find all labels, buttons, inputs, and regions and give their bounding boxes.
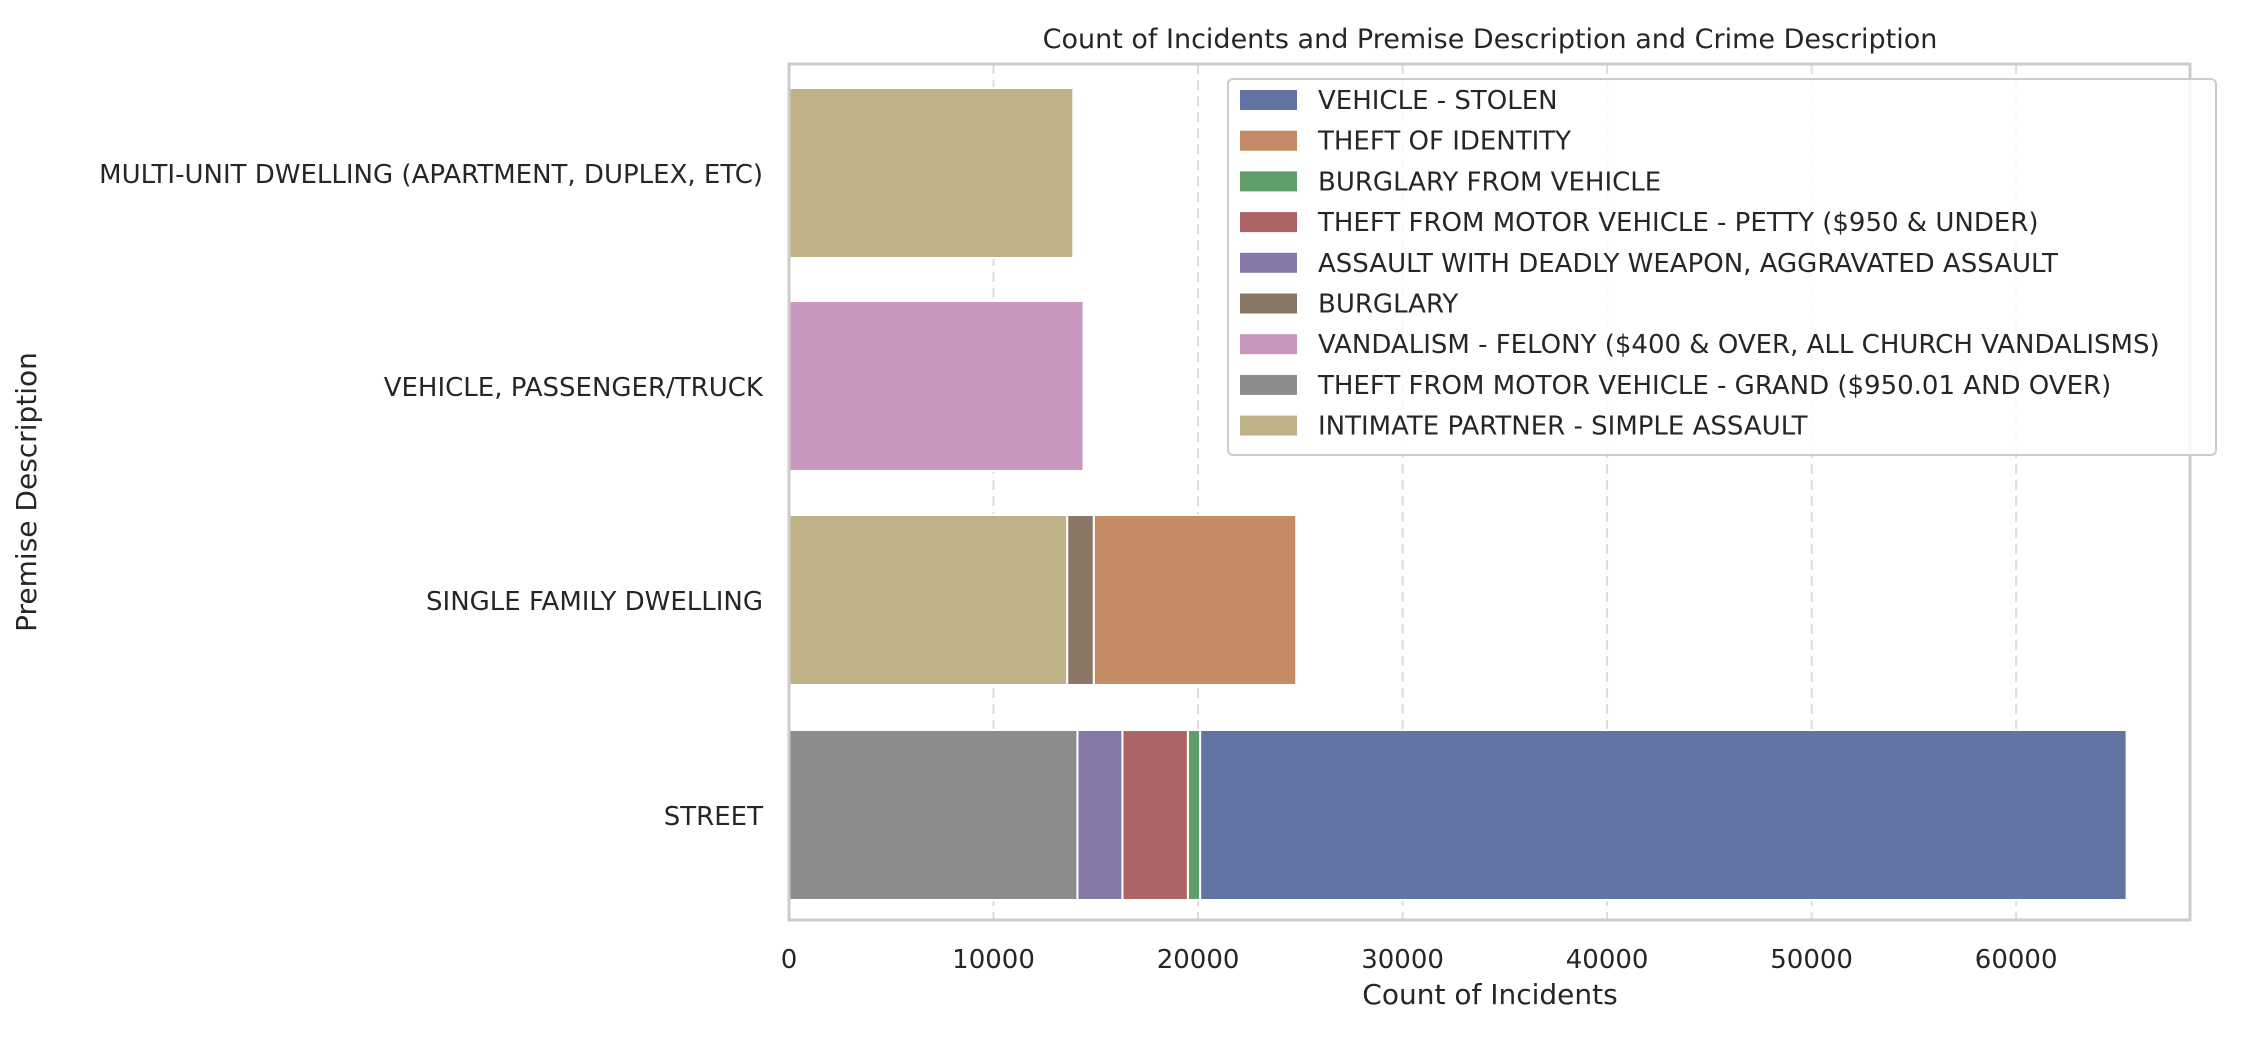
legend-label: BURGLARY xyxy=(1318,290,1458,320)
x-tick-labels: 0 10000 20000 30000 40000 50000 60000 xyxy=(781,945,2058,975)
legend-label: BURGLARY FROM VEHICLE xyxy=(1318,167,1661,197)
y-tick-label: STREET xyxy=(664,802,763,832)
y-axis-label: Premise Description xyxy=(10,352,43,632)
x-tick-label: 30000 xyxy=(1361,945,1444,975)
bar-segment-theft-from-motor-vehicle-petty-950-under xyxy=(1121,729,1189,901)
x-tick-label: 50000 xyxy=(1770,945,1853,975)
chart-title: Count of Incidents and Premise Descripti… xyxy=(1043,24,1938,55)
x-tick-label: 60000 xyxy=(1975,945,2058,975)
x-axis-label: Count of Incidents xyxy=(1362,978,1617,1011)
legend-label: THEFT OF IDENTITY xyxy=(1317,127,1571,157)
y-tick-labels: MULTI-UNIT DWELLING (APARTMENT, DUPLEX, … xyxy=(99,160,764,832)
bar-segment-intimate-partner-simple-assault xyxy=(788,87,1075,259)
bar-segment-intimate-partner-simple-assault xyxy=(788,514,1069,686)
bars xyxy=(788,87,2128,901)
bar-segment-assault-with-deadly-weapon-aggravated-assault xyxy=(1076,729,1124,901)
bar-segment-theft-from-motor-vehicle-grand-950-01-and-over xyxy=(788,729,1079,901)
bar-segment-vehicle-stolen xyxy=(1199,729,2128,901)
legend-swatch xyxy=(1240,90,1297,110)
legend-swatch xyxy=(1240,374,1297,395)
legend-swatch xyxy=(1240,334,1297,355)
bar-segment-theft-of-identity xyxy=(1092,514,1298,686)
legend-swatch xyxy=(1240,212,1297,233)
plot-frame xyxy=(787,62,2192,922)
x-tick-label: 10000 xyxy=(952,945,1035,975)
legend-label: VANDALISM - FELONY ($400 & OVER, ALL CHU… xyxy=(1318,330,2160,360)
x-tick-label: 0 xyxy=(781,945,798,975)
x-tick-label: 20000 xyxy=(1157,945,1240,975)
y-tick-label: MULTI-UNIT DWELLING (APARTMENT, DUPLEX, … xyxy=(99,160,763,190)
legend-label: VEHICLE - STOLEN xyxy=(1318,86,1558,116)
legend-frame xyxy=(1227,78,2217,456)
y-tick-label: VEHICLE, PASSENGER/TRUCK xyxy=(384,373,764,403)
legend-label: THEFT FROM MOTOR VEHICLE - PETTY ($950 &… xyxy=(1317,208,2038,238)
legend-label: ASSAULT WITH DEADLY WEAPON, AGGRAVATED A… xyxy=(1318,249,2058,279)
x-tick-label: 40000 xyxy=(1566,945,1649,975)
bar-segment-burglary xyxy=(1066,514,1095,686)
legend-swatch xyxy=(1240,171,1297,192)
legend: VEHICLE - STOLEN THEFT OF IDENTITY BURGLAR… xyxy=(1227,78,2217,456)
legend-swatch xyxy=(1240,293,1297,314)
legend-swatch xyxy=(1240,130,1297,151)
legend-label: INTIMATE PARTNER - SIMPLE ASSAULT xyxy=(1318,412,1808,442)
y-tick-label: SINGLE FAMILY DWELLING xyxy=(426,587,763,617)
legend-label: THEFT FROM MOTOR VEHICLE - GRAND ($950.0… xyxy=(1317,371,2111,401)
legend-swatch xyxy=(1240,415,1297,436)
bar-segment-burglary-from-vehicle xyxy=(1186,729,1202,901)
bar-segment-vandalism-felony-400-over-all-church-vandalisms xyxy=(788,300,1085,472)
legend-swatch xyxy=(1240,252,1297,273)
